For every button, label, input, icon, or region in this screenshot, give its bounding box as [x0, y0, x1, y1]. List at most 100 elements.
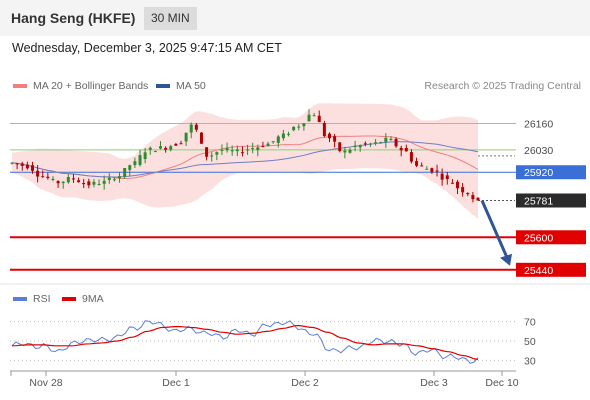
candle-body: [30, 165, 34, 171]
candle-body: [415, 161, 419, 166]
legend-ma50: MA 50: [156, 80, 206, 92]
candle-body: [271, 141, 275, 143]
candle-body: [476, 197, 480, 201]
candle-body: [10, 162, 14, 164]
candle-body: [374, 142, 378, 144]
candle-body: [138, 155, 142, 165]
candle-body: [220, 149, 224, 151]
candle-body: [210, 155, 214, 157]
candle-body: [36, 170, 40, 177]
candle-body: [87, 181, 91, 186]
candle-body: [409, 152, 413, 162]
candle-body: [317, 115, 321, 123]
candle-body: [97, 183, 101, 185]
candle-body: [276, 136, 280, 143]
candle-body: [399, 147, 403, 151]
timeframe-badge[interactable]: 30 MIN: [144, 7, 197, 30]
series-rsi: [11, 320, 479, 364]
x-tick-label: Dec 3: [420, 377, 448, 389]
candle-body: [420, 165, 424, 167]
level-label-25440: 25440: [524, 265, 553, 277]
candle-body: [450, 182, 454, 184]
x-tick-label: Nov 28: [29, 377, 62, 389]
candle-body: [169, 146, 173, 150]
candle-body: [77, 180, 81, 183]
candle-body: [107, 177, 111, 180]
level-last-tag: [516, 193, 586, 208]
candle-body: [456, 181, 460, 189]
legend-bb-swatch: [13, 84, 27, 88]
level-last-text: 25781: [524, 195, 553, 207]
level-tag-25920: [516, 165, 586, 180]
candle-body: [266, 143, 270, 147]
candle-body: [281, 133, 285, 139]
credit-text: Research © 2025 Trading Central: [424, 80, 581, 92]
candle-body: [230, 150, 234, 152]
candle-body: [235, 149, 239, 152]
candle-body: [394, 138, 398, 147]
price-levels: 26160 26030 25920 25781 25600 25440: [10, 118, 586, 277]
candle-body: [466, 192, 470, 195]
level-label-26030: 26030: [524, 145, 553, 157]
candle-body: [256, 147, 260, 151]
level-tag-25600: [516, 230, 586, 245]
rsi-tick-30: 30: [524, 355, 536, 367]
x-tick-label: Dec 10: [485, 377, 518, 389]
candle-body: [46, 176, 50, 179]
candle-body: [363, 143, 367, 145]
candle-body: [15, 163, 19, 165]
series-9ma: [11, 324, 479, 360]
candle-body: [292, 126, 296, 131]
candle-body: [240, 152, 244, 154]
candle-body: [312, 115, 316, 117]
header-bar: Hang Seng (HKFE) 30 MIN: [0, 0, 590, 36]
rsi-tick-50: 50: [524, 336, 536, 348]
legend-ma50-swatch: [156, 84, 170, 88]
forecast-arrow-head: [500, 253, 512, 266]
candle-body: [20, 163, 24, 166]
candle-body: [297, 126, 301, 128]
legend-rsi-swatch: [13, 297, 27, 301]
legend-bb: MA 20 + Bollinger Bands: [13, 80, 148, 92]
candle-body: [425, 168, 429, 170]
candle-body: [153, 151, 157, 153]
candle-body: [246, 149, 250, 151]
candle-body: [199, 132, 203, 144]
candle-body: [143, 152, 147, 160]
candle-body: [51, 178, 55, 180]
candle-body: [343, 150, 347, 153]
candle-body: [215, 152, 219, 155]
legend-bb-label: MA 20 + Bollinger Bands: [33, 80, 149, 92]
candle-body: [379, 142, 383, 144]
candle-body: [333, 136, 337, 142]
candle-body: [56, 181, 60, 184]
candle-body: [307, 114, 311, 122]
ma50-line: [11, 141, 479, 178]
candle-body: [358, 145, 362, 148]
forecast-arrow-line: [480, 199, 510, 261]
candle-body: [445, 175, 449, 180]
candle-body: [128, 165, 132, 170]
candle-body: [287, 133, 291, 135]
candle-body: [384, 137, 388, 143]
x-tick-label: Dec 2: [291, 377, 319, 389]
candle-body: [194, 124, 198, 130]
candle-body: [471, 195, 475, 200]
candle-body: [205, 147, 209, 157]
candle-body: [61, 181, 65, 184]
candle-body: [251, 148, 255, 150]
datetime-label: Wednesday, December 3, 2025 9:47:15 AM C…: [12, 41, 282, 55]
rsi-panel: 70 50 30: [10, 317, 536, 367]
candle-body: [348, 149, 352, 153]
instrument-title: Hang Seng (HKFE): [11, 10, 136, 26]
candle-body: [71, 178, 75, 180]
candle-body: [25, 164, 29, 169]
candle-body: [159, 146, 163, 149]
candle-body: [174, 143, 178, 146]
candle-body: [327, 133, 331, 139]
candle-body: [430, 168, 434, 173]
candle-body: [164, 147, 168, 150]
candle-body: [123, 167, 127, 177]
legend-9ma: 9MA: [62, 293, 104, 305]
